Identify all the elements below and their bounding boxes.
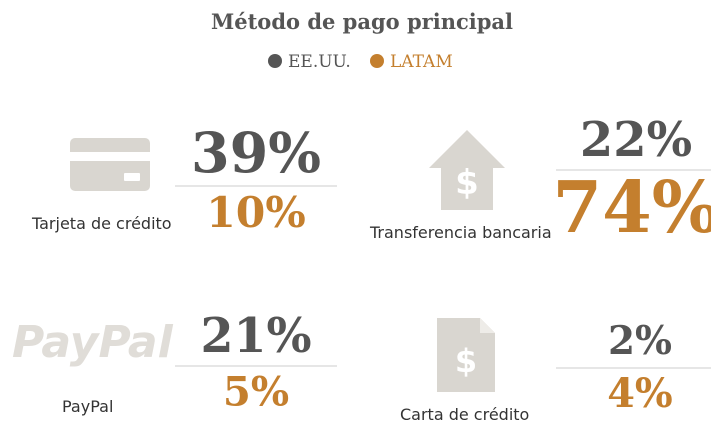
legend-label: LATAM <box>390 52 453 72</box>
category-label: Carta de crédito <box>400 405 529 424</box>
card-icon <box>70 138 150 191</box>
percentage: 4% <box>607 371 673 417</box>
svg-text:$: $ <box>455 342 477 380</box>
percentage: 74% <box>553 165 711 249</box>
legend-dot <box>268 54 282 68</box>
category-label: Tarjeta de crédito <box>31 214 172 233</box>
legend-dot <box>370 54 384 68</box>
percentage: 5% <box>223 368 289 415</box>
legend-label: EE.UU. <box>288 52 351 72</box>
percentage: 39% <box>191 121 321 186</box>
percentage: 22% <box>580 112 692 168</box>
paypal-logo: PayPal <box>12 317 174 368</box>
percentage: 2% <box>608 318 672 364</box>
percentage: 10% <box>206 188 306 238</box>
document-icon: $ <box>437 318 495 392</box>
house-icon: $ <box>429 130 505 210</box>
title: Método de pago principal <box>211 9 513 34</box>
percentage: 21% <box>200 308 311 364</box>
category-label: Transferencia bancaria <box>369 223 552 242</box>
svg-text:$: $ <box>455 163 479 203</box>
category-label: PayPal <box>62 397 113 416</box>
